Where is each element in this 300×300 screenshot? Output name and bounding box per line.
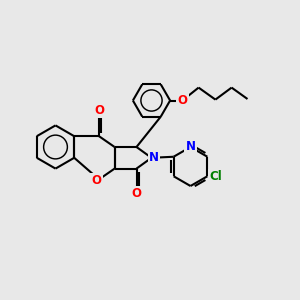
Text: N: N [149,151,159,164]
Text: Cl: Cl [209,170,222,183]
Text: N: N [185,140,196,154]
Text: O: O [131,187,142,200]
Text: O: O [92,174,102,187]
Text: O: O [94,104,104,117]
Text: O: O [177,94,188,107]
